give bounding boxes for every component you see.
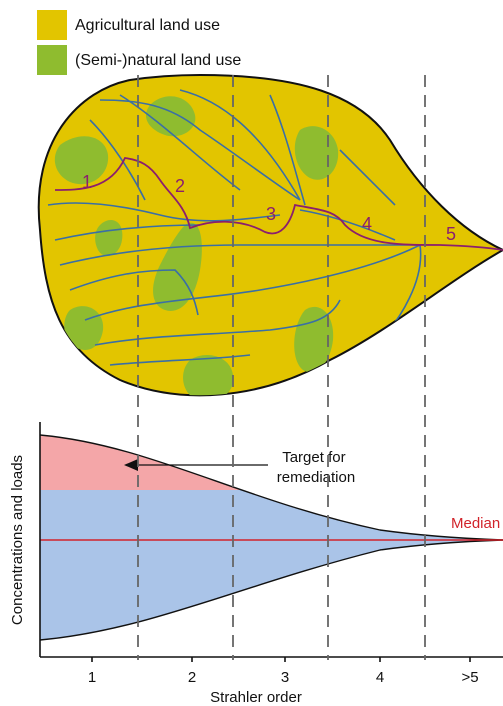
stream-order-1: 1 [82,172,92,192]
x-tick-label-5: >5 [461,669,478,686]
target-area [40,435,503,490]
main-stem [54,157,503,251]
stream [59,244,420,266]
x-ticks [91,657,471,662]
natural-patch [54,136,109,185]
x-tick-label-1: 1 [88,669,96,686]
y-axis-label: Concentrations and loads [9,455,26,625]
catchment-outline [37,73,503,397]
stream [179,89,301,201]
target-label: Target for remediation [277,449,355,486]
stream [269,94,306,206]
target-label-line-2: remediation [277,469,355,486]
natural-patch [294,306,334,373]
stream-order-2: 2 [175,176,185,196]
legend-natural-label: (Semi-)natural land use [75,52,241,69]
stream [299,209,396,241]
x-tick-label-3: 3 [281,669,289,686]
stream [84,244,421,321]
x-tick-label-4: 4 [376,669,384,686]
legend-agricultural-swatch [37,10,67,40]
dashed-dividers [137,75,426,660]
stream [109,354,251,366]
natural-patch [183,355,234,396]
stream [89,119,146,201]
natural-patches [54,96,339,396]
stream [94,299,341,346]
target-label-line-1: Target for [282,449,345,466]
legend-natural-swatch [37,45,67,75]
stream [99,99,301,201]
envelope-fill [40,435,503,640]
arrow-head-icon [124,459,138,471]
natural-patch [64,306,104,350]
stream [339,149,396,206]
stream [54,224,201,241]
median-label: Median [451,515,500,532]
stream-order-5: 5 [446,224,456,244]
x-tick-label-2: 2 [188,669,196,686]
stream [47,202,281,222]
legend-agricultural-label: Agricultural land use [75,17,220,34]
stream-order-3: 3 [266,204,276,224]
stream-order-4: 4 [362,214,372,234]
stream [119,94,241,191]
x-axis-label: Strahler order [210,689,302,706]
